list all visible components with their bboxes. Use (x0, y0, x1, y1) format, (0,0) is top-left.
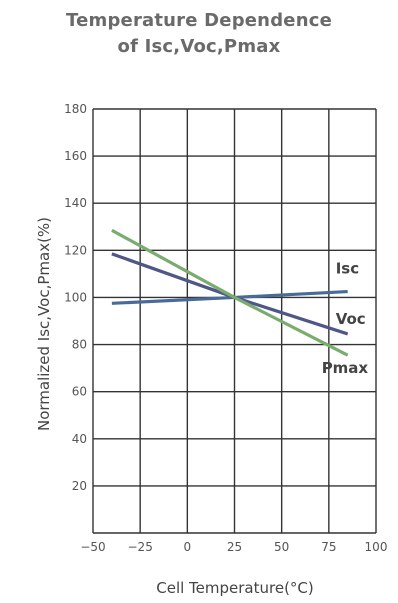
x-tick-label: 25 (227, 540, 242, 554)
x-tick-label: 100 (365, 540, 388, 554)
series-label-isc: Isc (336, 260, 359, 278)
x-tick-label: 75 (321, 540, 336, 554)
x-axis-label: Cell Temperature(°C) (156, 579, 314, 597)
y-axis-label: Normalized Isc,Voc,Pmax(%) (35, 216, 53, 432)
x-tick-label: −50 (80, 540, 105, 554)
y-tick-label: 40 (72, 432, 87, 446)
series-lines (111, 228, 349, 357)
x-tick-label: −25 (128, 540, 153, 554)
series-labels: Isc Voc Pmax (322, 260, 369, 378)
tick-labels: 20 40 60 80 100 120 140 160 180 −50 −25 0 25 50 75 100 (64, 102, 387, 554)
y-tick-label: 80 (72, 338, 87, 352)
series-label-pmax: Pmax (322, 359, 369, 377)
y-tick-label: 20 (72, 479, 87, 493)
grid (92, 108, 377, 534)
chart-title-line2: of Isc,Voc,Pmax (117, 36, 281, 57)
y-tick-label: 60 (72, 385, 87, 399)
y-tick-label: 120 (64, 243, 87, 257)
y-tick-label: 100 (64, 290, 87, 304)
y-tick-label: 140 (64, 196, 87, 210)
y-tick-label: 160 (64, 149, 87, 163)
chart-title-line1: Temperature Dependence (66, 10, 332, 31)
x-tick-label: 0 (184, 540, 192, 554)
y-tick-label: 180 (64, 102, 87, 116)
x-tick-label: 50 (274, 540, 289, 554)
series-line-pmax (111, 228, 349, 357)
series-label-voc: Voc (336, 310, 366, 328)
